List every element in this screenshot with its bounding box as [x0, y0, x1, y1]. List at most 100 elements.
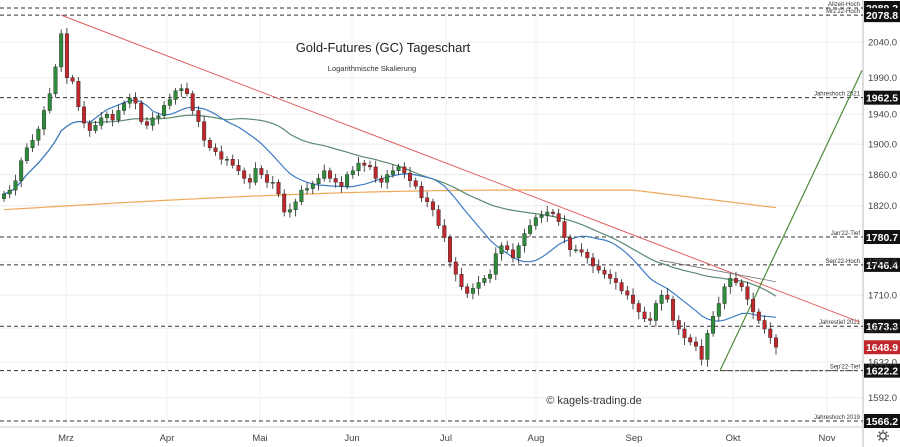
candle-body — [42, 110, 47, 130]
candle-body — [207, 140, 212, 149]
candle-body — [310, 183, 315, 189]
price-axis: 1592.0 1632.0 1671.0 1710.0 1750.0 1820.0 1860… — [868, 38, 897, 404]
candle-body — [179, 88, 184, 91]
candle-body — [173, 90, 178, 100]
level-value: 1746.4 — [866, 260, 898, 272]
candle-body — [613, 278, 618, 283]
sma20-line — [3, 99, 777, 322]
candle-body — [305, 188, 310, 191]
candle-body — [705, 333, 710, 360]
level-label: Allzeit-Hoch — [828, 2, 860, 8]
moving-averages — [3, 99, 777, 322]
y-tick-label: 1940.0 — [868, 110, 897, 121]
level-value: 1780.7 — [866, 232, 898, 244]
x-month-label: Mrz — [58, 433, 74, 444]
y-tick-label: 1750.0 — [868, 257, 897, 268]
last-price-box — [864, 340, 900, 355]
candle-body — [722, 286, 727, 304]
candle-body — [488, 274, 493, 279]
candle-body — [19, 160, 24, 181]
level-label: Jahreshoch 2021 — [814, 92, 861, 98]
candle-body — [190, 93, 195, 111]
candle-body — [653, 303, 658, 321]
candle-body — [642, 311, 647, 319]
candle-body — [150, 117, 155, 126]
level-value: 1622.2 — [866, 366, 898, 378]
candle-body — [573, 249, 578, 251]
y-tick-label: 2040.0 — [868, 38, 897, 49]
candle-body — [247, 178, 252, 183]
candle-body — [631, 294, 636, 304]
candle-body — [728, 278, 733, 287]
settings-gear-icon[interactable] — [877, 430, 889, 442]
level-value-box — [864, 363, 900, 378]
sma200-line — [3, 189, 777, 211]
candle-body — [293, 201, 298, 210]
candle-body — [756, 311, 761, 321]
y-tick-label: 1860.0 — [868, 170, 897, 181]
candle-body — [2, 193, 6, 199]
candle-body — [144, 121, 149, 126]
level-value: 1673.3 — [866, 321, 898, 333]
candle-body — [316, 178, 321, 185]
candle-body — [636, 303, 641, 313]
candle-body — [242, 170, 247, 179]
candle-body — [47, 93, 52, 111]
last-price-value: 1648.9 — [866, 342, 898, 354]
candle-body — [659, 294, 664, 304]
y-tick-label: 1990.0 — [868, 73, 897, 84]
resistance-line — [659, 259, 777, 283]
candle-body — [419, 185, 424, 199]
candle-body — [745, 286, 750, 300]
candle-body — [648, 318, 653, 321]
candle-body — [104, 114, 109, 119]
candle-body — [493, 253, 498, 275]
candle-body — [602, 269, 607, 275]
candle-body — [24, 147, 29, 161]
candle-body — [362, 162, 367, 166]
x-month-label: Nov — [819, 433, 836, 444]
candlestick-series — [2, 28, 778, 367]
candle-body — [430, 201, 435, 210]
level-label: Jahreshoch 2019 — [814, 415, 861, 421]
candle-body — [699, 346, 704, 360]
candle-body — [733, 278, 738, 283]
candle-body — [528, 225, 533, 234]
candle-body — [676, 320, 681, 330]
candle-body — [505, 245, 510, 250]
candle-body — [282, 193, 287, 213]
candle-body — [739, 282, 744, 287]
candle-body — [167, 99, 172, 106]
x-month-label: Jun — [344, 433, 359, 444]
candle-body — [408, 172, 412, 181]
candle-body — [133, 97, 138, 104]
candle-body — [396, 166, 401, 171]
candle-body — [470, 288, 475, 294]
level-value-box — [864, 414, 900, 428]
candle-body — [116, 110, 121, 121]
level-label: Sep'22-Hoch — [826, 259, 861, 265]
x-month-label: Sep — [626, 433, 643, 444]
candle-body — [585, 251, 590, 259]
candle-body — [127, 97, 132, 104]
level-value: 1962.5 — [866, 93, 898, 105]
candle-body — [110, 114, 115, 121]
candle-body — [465, 286, 470, 294]
candle-body — [93, 125, 98, 131]
month-axis: Mrz Apr Mai Jun Jul Aug Sep Okt Nov — [58, 433, 836, 444]
candle-body — [122, 102, 127, 111]
candle-body — [533, 217, 538, 226]
candle-body — [64, 33, 69, 78]
x-month-label: Aug — [528, 433, 545, 444]
candle-body — [253, 168, 258, 183]
candle-body — [665, 294, 670, 300]
candle-body — [345, 174, 350, 187]
candle-body — [390, 170, 395, 175]
candle-body — [551, 211, 555, 214]
sma50-line — [3, 114, 777, 297]
candle-body — [185, 88, 189, 94]
candle-body — [270, 182, 275, 184]
candle-body — [87, 122, 92, 131]
x-month-label: Apr — [160, 433, 175, 444]
